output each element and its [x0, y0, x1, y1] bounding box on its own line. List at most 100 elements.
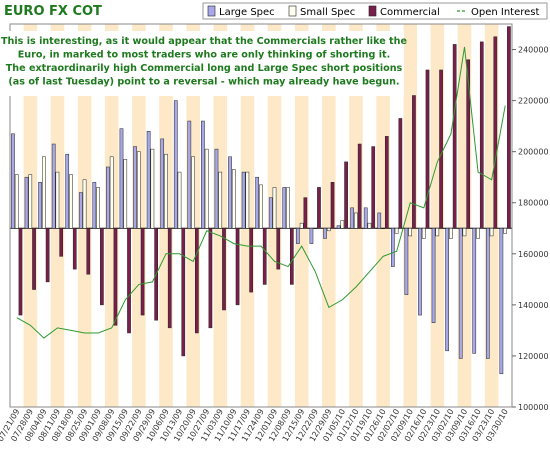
bar-commercial-2 — [45, 228, 50, 283]
y-tick-label-1: 120000 — [518, 352, 549, 361]
bar-small-spec-10 — [150, 148, 155, 229]
bar-large-spec-20 — [282, 187, 287, 229]
bar-commercial-7 — [113, 228, 118, 326]
bar-small-spec-33 — [462, 228, 467, 237]
annotation-box: This is interesting, as it would appear … — [1, 31, 407, 96]
bar-large-spec-16 — [228, 156, 232, 229]
legend-label-open-interest: Open Interest — [471, 7, 540, 18]
bar-small-spec-32 — [449, 228, 453, 239]
bar-commercial-4 — [72, 228, 77, 270]
annotation-line-1: Euro, in marked to most traders who are … — [18, 50, 391, 61]
bar-large-spec-19 — [268, 197, 273, 229]
bar-commercial-30 — [425, 69, 430, 229]
bar-large-spec-35 — [485, 228, 490, 359]
bar-small-spec-5 — [82, 179, 87, 229]
y-tick-label-5: 200000 — [518, 148, 549, 157]
bar-small-spec-3 — [55, 171, 60, 229]
bar-small-spec-8 — [123, 159, 128, 229]
legend-label-large-spec: Large Spec — [219, 7, 275, 18]
bar-large-spec-29 — [404, 228, 409, 295]
bar-small-spec-16 — [231, 169, 236, 229]
bar-small-spec-29 — [408, 228, 413, 237]
chart-title: EURO FX COT — [4, 4, 102, 19]
bar-commercial-34 — [479, 41, 484, 229]
bar-small-spec-15 — [218, 171, 223, 229]
bar-small-spec-35 — [489, 228, 494, 237]
bar-large-spec-8 — [119, 128, 124, 229]
legend-swatch-commercial — [368, 5, 377, 17]
bar-large-spec-6 — [92, 182, 97, 229]
annotation-background — [4, 31, 404, 96]
bar-large-spec-18 — [255, 176, 259, 229]
bar-large-spec-25 — [350, 207, 354, 229]
bar-large-spec-27 — [377, 212, 382, 229]
band-27 — [376, 24, 390, 407]
bar-commercial-23 — [330, 182, 335, 229]
band-23 — [322, 24, 336, 407]
bar-large-spec-24 — [336, 225, 341, 229]
bar-large-spec-31 — [431, 228, 436, 323]
series-open-interest-line — [16, 46, 506, 339]
y-tick-label-3: 160000 — [518, 250, 549, 259]
bar-small-spec-17 — [245, 171, 250, 229]
bar-commercial-25 — [357, 143, 362, 229]
bar-large-spec-34 — [472, 228, 477, 354]
plot-frame — [9, 23, 513, 408]
bar-commercial-31 — [439, 69, 443, 229]
bar-small-spec-24 — [340, 220, 345, 229]
bar-commercial-18 — [262, 228, 267, 285]
bar-large-spec-14 — [201, 120, 205, 229]
bar-small-spec-23 — [326, 228, 331, 232]
bar-small-spec-36 — [503, 228, 507, 234]
bar-large-spec-28 — [390, 228, 395, 267]
bar-commercial-21 — [303, 197, 308, 229]
bar-commercial-28 — [398, 118, 403, 229]
bar-small-spec-25 — [354, 212, 358, 229]
bar-large-spec-9 — [133, 146, 137, 229]
bar-commercial-3 — [59, 228, 64, 257]
bar-small-spec-13 — [191, 156, 195, 229]
bar-commercial-33 — [466, 59, 471, 229]
bar-small-spec-30 — [421, 228, 426, 239]
bar-large-spec-0 — [11, 133, 15, 229]
bar-small-spec-14 — [204, 148, 209, 229]
bar-small-spec-11 — [164, 153, 168, 229]
bar-commercial-8 — [127, 228, 131, 334]
bar-commercial-19 — [276, 228, 281, 270]
bar-commercial-24 — [344, 161, 348, 229]
bar-large-spec-23 — [323, 228, 327, 239]
bar-commercial-14 — [208, 228, 213, 329]
bar-commercial-36 — [507, 26, 511, 229]
bar-large-spec-12 — [173, 100, 178, 229]
bar-commercial-5 — [86, 228, 91, 275]
y-tick-label-7: 240000 — [518, 46, 549, 55]
y-tick-label-4: 180000 — [518, 199, 549, 208]
bar-commercial-6 — [100, 228, 104, 306]
bar-small-spec-12 — [177, 171, 182, 229]
bar-small-spec-20 — [286, 187, 290, 229]
bar-commercial-12 — [181, 228, 186, 357]
bar-large-spec-4 — [65, 153, 70, 229]
bar-commercial-9 — [140, 228, 145, 316]
y-tick-label-2: 140000 — [518, 301, 549, 310]
bar-commercial-1 — [32, 228, 36, 290]
bar-large-spec-13 — [187, 120, 192, 229]
bar-large-spec-22 — [309, 228, 314, 244]
bar-large-spec-1 — [24, 176, 29, 229]
bar-small-spec-9 — [136, 151, 141, 229]
bar-commercial-35 — [493, 36, 498, 229]
bar-commercial-11 — [167, 228, 172, 329]
bar-large-spec-21 — [296, 228, 300, 244]
bar-large-spec-10 — [146, 130, 151, 229]
bar-small-spec-34 — [476, 228, 480, 239]
bar-large-spec-3 — [51, 143, 56, 229]
bar-large-spec-7 — [106, 166, 110, 229]
bar-large-spec-11 — [160, 138, 165, 229]
bar-commercial-20 — [289, 228, 294, 285]
bar-commercial-15 — [222, 228, 226, 311]
bar-large-spec-15 — [214, 148, 219, 229]
legend-label-small-spec: Small Spec — [300, 7, 355, 18]
y-tick-label-6: 220000 — [518, 97, 549, 106]
